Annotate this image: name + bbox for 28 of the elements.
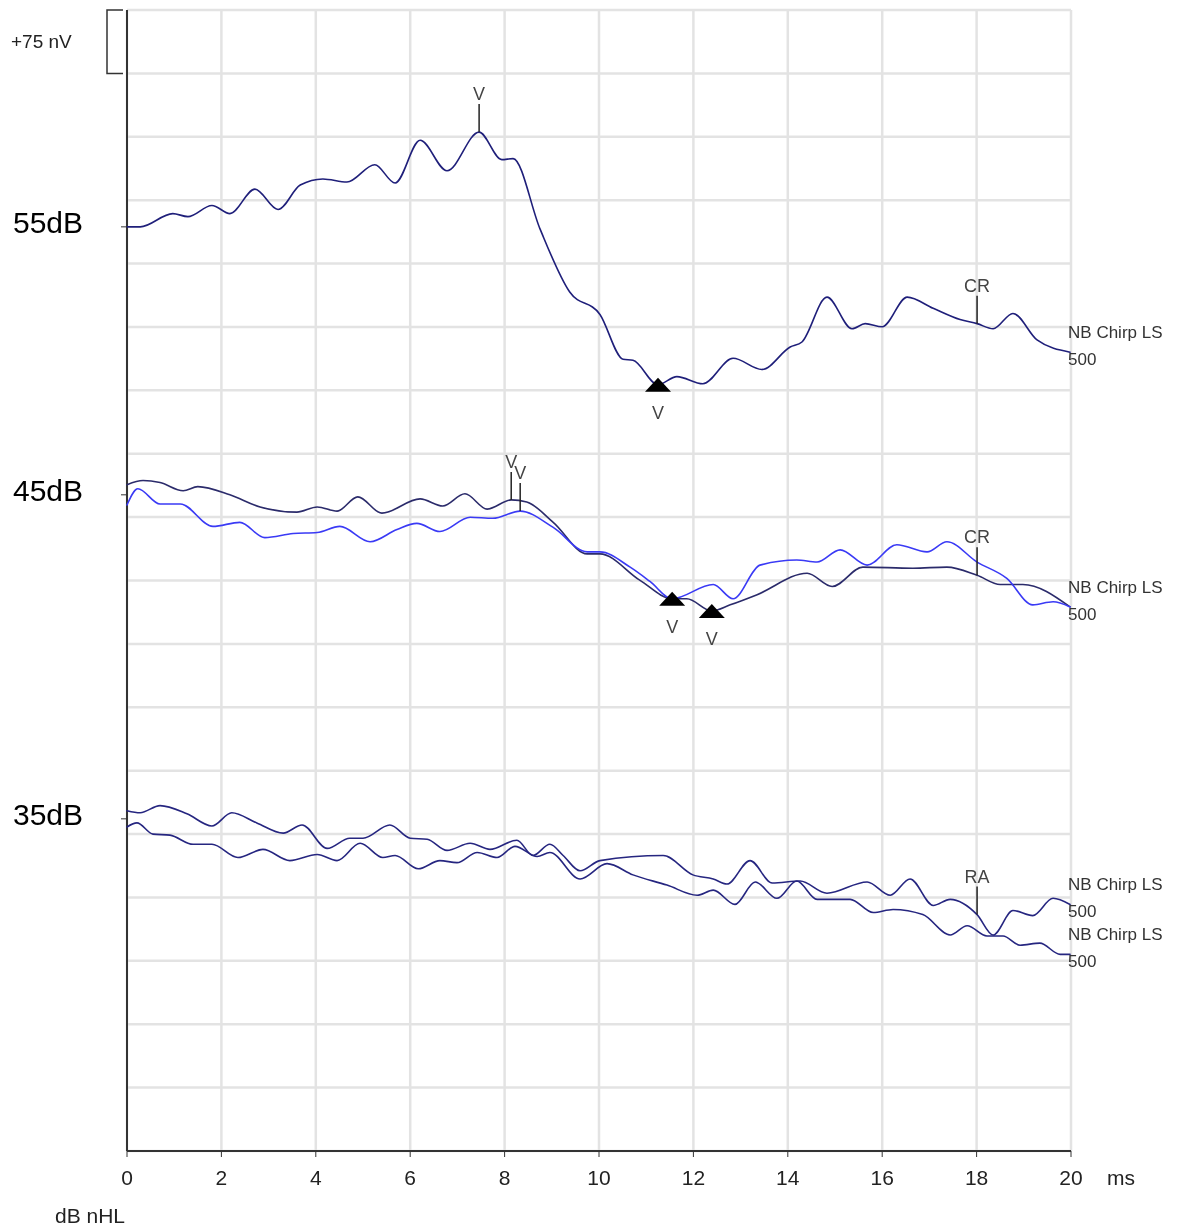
- x-tick-label: 4: [309, 1166, 322, 1189]
- annotation: V: [651, 402, 665, 423]
- annotation: RA: [964, 866, 990, 887]
- x-tick-label: 14: [776, 1166, 800, 1189]
- x-tick-label: 6: [404, 1166, 417, 1189]
- series-label: NB Chirp LS 500: [1068, 323, 1163, 370]
- y-axis-title: dB nHL: [55, 1204, 126, 1227]
- text: 45dB: [13, 474, 84, 508]
- x-tick-label: 0: [121, 1166, 133, 1189]
- series-label: NB Chirp LS 500: [1068, 577, 1163, 624]
- x-tick-label: 2: [215, 1166, 228, 1189]
- x-tick-label: 16: [870, 1166, 894, 1189]
- annotation: V: [666, 616, 679, 637]
- text: 55dB: [13, 206, 84, 240]
- x-tick-label: 12: [681, 1166, 706, 1189]
- x-tick-label: 18: [964, 1166, 989, 1189]
- annotation: CR: [964, 275, 991, 296]
- x-axis-title: ms: [1107, 1166, 1135, 1189]
- x-tick-label: 8: [498, 1166, 511, 1189]
- series-label: NB Chirp LS 500: [1068, 875, 1163, 922]
- text: 35dB: [13, 798, 84, 832]
- x-tick-label: 20: [1059, 1166, 1083, 1189]
- annotation: V: [705, 628, 718, 649]
- series-label: NB Chirp LS 500: [1068, 925, 1163, 972]
- annotation: V: [473, 84, 486, 105]
- text: +75 nV: [11, 31, 73, 53]
- annotation: CR: [964, 527, 991, 548]
- x-tick-label: 10: [587, 1166, 611, 1189]
